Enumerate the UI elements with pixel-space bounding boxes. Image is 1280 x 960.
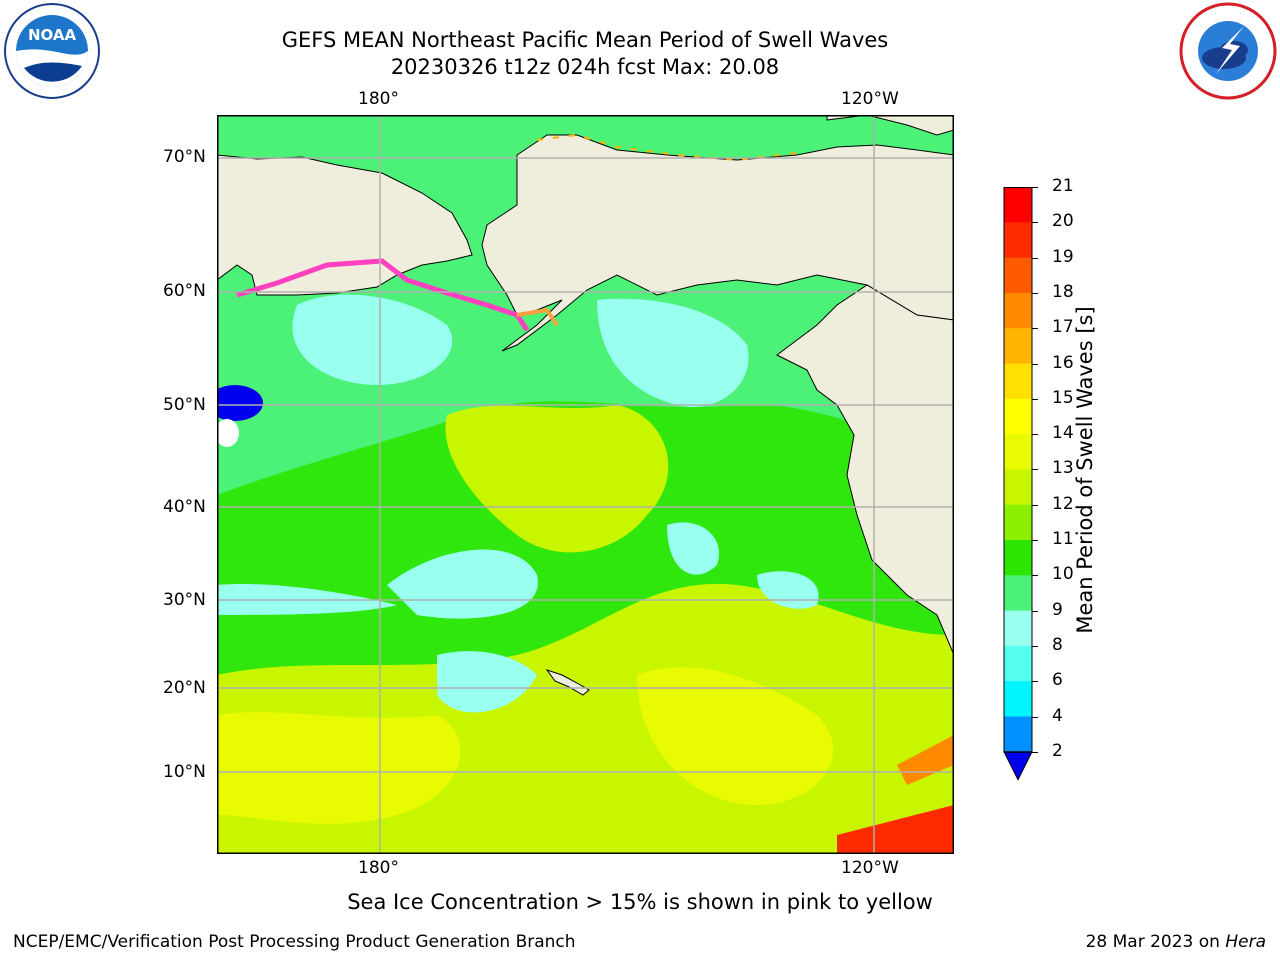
nws-logo-icon (1179, 2, 1277, 100)
colorbar-tick-mark (1032, 328, 1038, 330)
colorbar-segment (1004, 222, 1032, 259)
colorbar-tick-label: 11 (1052, 529, 1074, 549)
colorbar-tick-mark (1032, 610, 1038, 612)
colorbar-tick-label: 15 (1052, 387, 1074, 408)
colorbar-tick-label: 2 (1052, 740, 1063, 761)
field-8-9-gulf (597, 298, 749, 407)
colorbar-tick-mark (1032, 257, 1038, 259)
colorbar-tick-mark (1032, 751, 1038, 753)
field-8-9-north (292, 294, 453, 385)
field-2-4-west (217, 385, 263, 421)
lon-label-bottom-180: 180° (358, 858, 399, 878)
lon-label-bottom-120w: 120°W (841, 858, 899, 878)
colorbar-segment (1004, 610, 1032, 647)
lat-label-60n: 60°N (163, 281, 206, 301)
sea-ice-edge (236, 258, 530, 332)
colorbar-tick-mark (1032, 363, 1038, 365)
colorbar-segment (1004, 575, 1032, 612)
colorbar-tick-label: 10 (1052, 564, 1074, 585)
colorbar-segment (1004, 257, 1032, 294)
field-20-21-southeast (837, 805, 954, 854)
lat-label-50n: 50°N (163, 395, 206, 415)
lon-label-top-120w: 120°W (841, 89, 899, 109)
colorbar-segment (1004, 540, 1032, 576)
field-8-9-east (667, 522, 719, 575)
colorbar-tick-mark (1032, 222, 1038, 224)
colorbar-tick-mark (1032, 681, 1038, 683)
lat-label-40n: 40°N (163, 497, 206, 517)
colorbar-segment (1004, 398, 1032, 435)
colorbar-tick-mark (1032, 469, 1038, 471)
colorbar-tick-label: 6 (1052, 670, 1063, 691)
graticule (217, 115, 954, 854)
map-frame (217, 115, 954, 854)
colorbar-tick-label: 16 (1052, 352, 1074, 373)
swell-period-map (217, 115, 954, 854)
colorbar-title: Mean Period of Swell Waves [s] (1073, 306, 1097, 634)
colorbar-tick-label: 13 (1052, 458, 1074, 479)
colorbar-tick-label: 12 (1052, 493, 1074, 514)
svg-text:NOAA: NOAA (28, 26, 77, 44)
lon-label-top-180: 180° (358, 89, 399, 109)
noaa-logo-icon: NOAA (4, 3, 100, 99)
colorbar-segment (1004, 469, 1032, 506)
lat-label-10n: 10°N (163, 762, 206, 782)
colorbar-tick-label: 21 (1052, 176, 1074, 196)
colorbar-segment (1004, 328, 1032, 364)
colorbar-tick-mark (1032, 504, 1038, 506)
colorbar-segment (1004, 504, 1032, 541)
lat-label-30n: 30°N (163, 590, 206, 610)
colorbar-tick-label: 9 (1052, 599, 1063, 620)
colorbar-tick-mark (1032, 575, 1038, 577)
colorbar-tick-label: 19 (1052, 246, 1074, 267)
colorbar-tick-mark (1032, 716, 1038, 718)
footer-branch: NCEP/EMC/Verification Post Processing Pr… (13, 932, 576, 952)
colorbar-segment (1004, 716, 1032, 753)
colorbar-tick-label: 18 (1052, 281, 1074, 302)
colorbar-segment (1004, 363, 1032, 400)
colorbar-segment (1004, 645, 1032, 682)
land-north-america-coast (776, 115, 954, 656)
colorbar-tick-label: 20 (1052, 211, 1074, 232)
colorbar-segment (1004, 187, 1032, 223)
chart-title: GEFS MEAN Northeast Pacific Mean Period … (281, 28, 889, 52)
colorbar-segment (1004, 681, 1032, 717)
colorbar-segment (1004, 292, 1032, 329)
ice-gap (217, 419, 239, 447)
colorbar-tick-mark (1032, 434, 1038, 436)
land-siberia (217, 154, 473, 296)
colorbar (1003, 187, 1033, 781)
colorbar-tick-mark (1032, 540, 1038, 541)
lat-label-20n: 20°N (163, 678, 206, 698)
colorbar-segment (1004, 434, 1032, 470)
field-12-14-north (445, 405, 669, 553)
field-14-15-central (637, 667, 834, 805)
footer-machine: Hera (1225, 932, 1266, 952)
field-8-9-south (437, 651, 537, 713)
colorbar-tick-mark (1032, 187, 1038, 188)
colorbar-tick-mark (1032, 645, 1038, 647)
field-8-9-mid (387, 549, 538, 619)
footer-date: 28 Mar 2023 on Hera (1086, 932, 1266, 952)
field-14-15 (217, 712, 461, 824)
lat-label-70n: 70°N (163, 147, 206, 167)
colorbar-tick-label: 8 (1052, 634, 1063, 655)
colorbar-tick-mark (1032, 292, 1038, 294)
colorbar-extension (1003, 751, 1033, 781)
sea-ice-note: Sea Ice Concentration > 15% is shown in … (347, 890, 933, 914)
footer-date-text: 28 Mar 2023 on (1085, 932, 1226, 952)
colorbar-tick-label: 14 (1052, 423, 1074, 444)
colorbar-tick-label: 4 (1052, 705, 1063, 726)
chart-subtitle: 20230326 t12z 024h fcst Max: 20.08 (390, 55, 780, 79)
colorbar-tick-mark (1032, 398, 1038, 400)
colorbar-tick-label: 17 (1052, 317, 1074, 338)
